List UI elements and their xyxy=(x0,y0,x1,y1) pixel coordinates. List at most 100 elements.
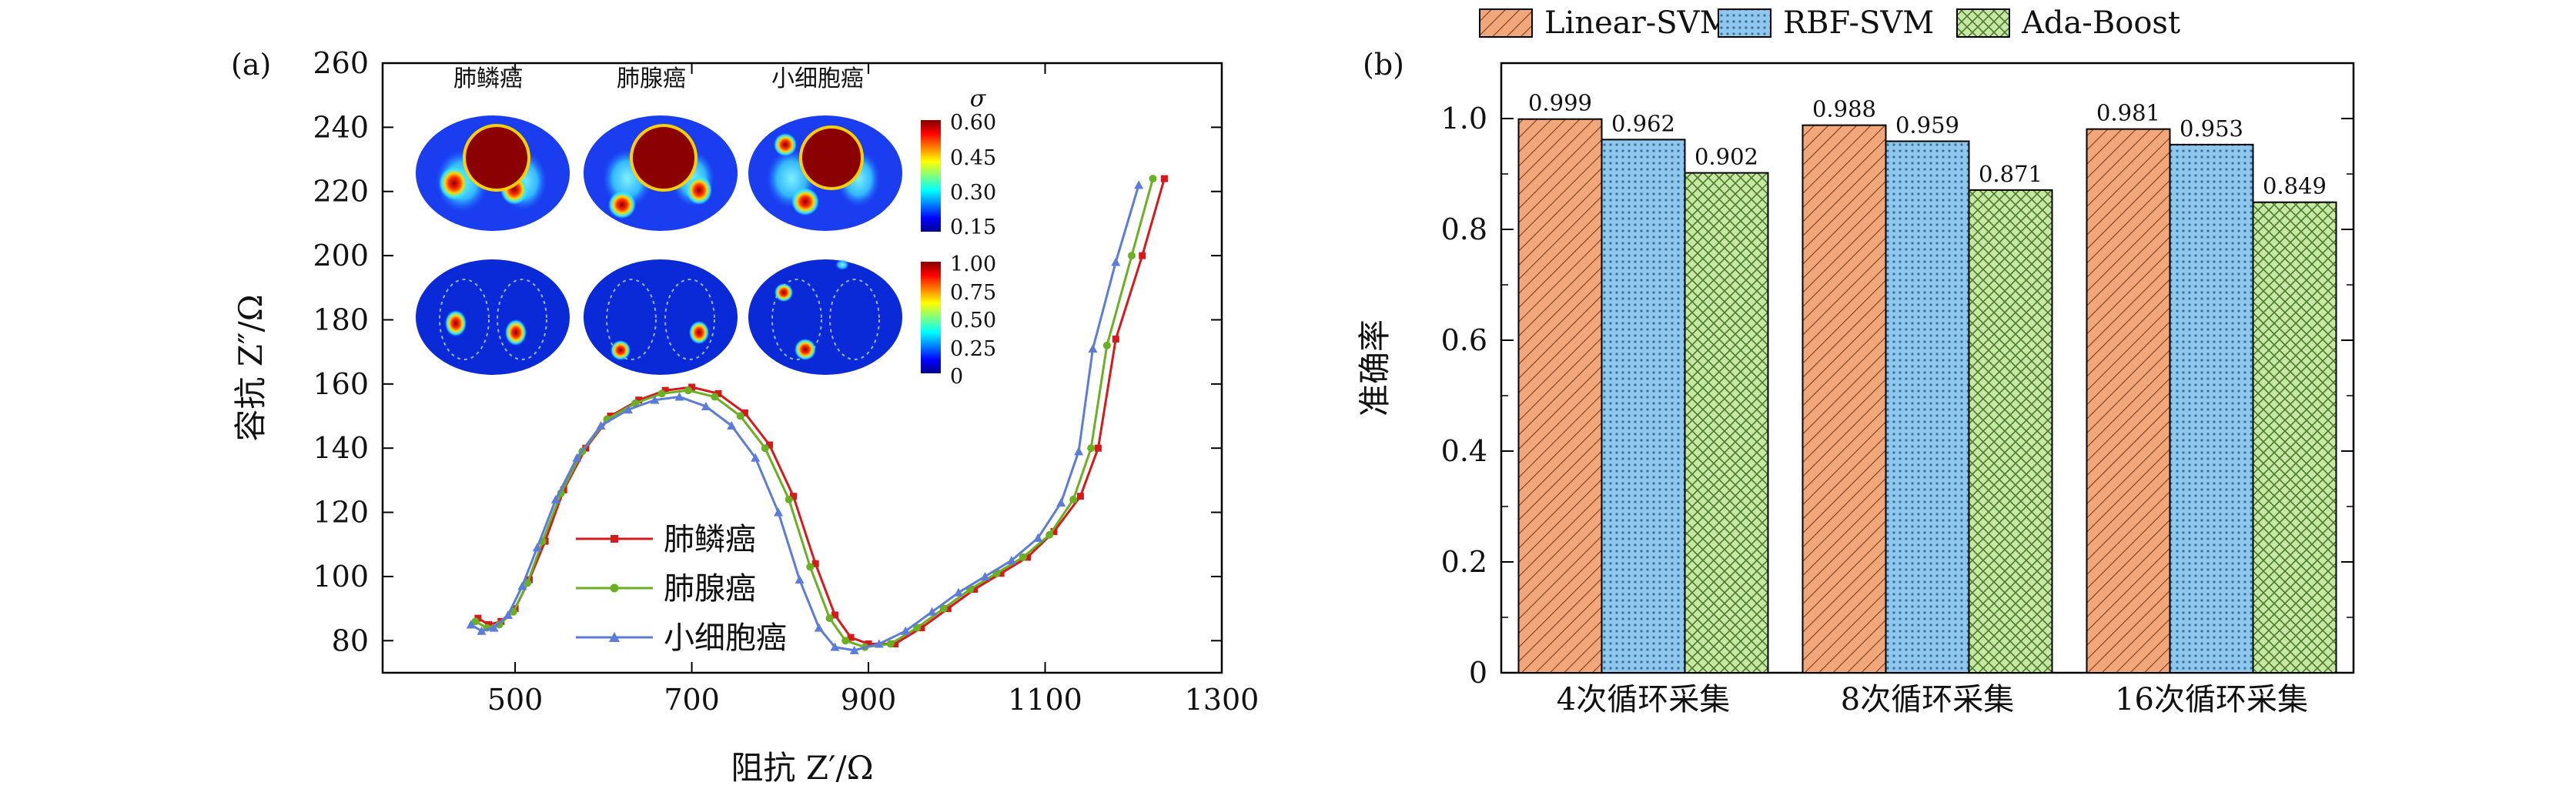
y-tick-label: 0 xyxy=(1469,656,1487,690)
legend-label-ada-boost: Ada-Boost xyxy=(2021,5,2180,41)
data-point xyxy=(1033,533,1043,542)
data-point xyxy=(1069,495,1078,503)
y-tick-label: 200 xyxy=(313,239,369,272)
data-point xyxy=(1074,446,1084,456)
data-point xyxy=(1160,175,1168,182)
panel-b-x-axis: 4次循环采集 8次循环采集 16次循环采集 xyxy=(1557,662,2308,717)
inset-sigma-label: σ xyxy=(970,85,987,112)
y-tick-label: 100 xyxy=(313,560,369,593)
x-tick-label: 700 xyxy=(664,683,720,717)
data-point xyxy=(865,640,872,647)
panel-a-x-label: 阻抗 Z′/Ω xyxy=(731,749,873,787)
data-point xyxy=(1139,252,1146,259)
cbar-bottom-tick-0: 1.00 xyxy=(950,252,996,276)
data-point xyxy=(886,640,895,648)
bar-ada-boost xyxy=(1968,189,2053,674)
legend-marker xyxy=(610,583,619,593)
bar-value-label: 0.962 xyxy=(1611,110,1675,136)
y-tick-label: 140 xyxy=(313,431,369,465)
bar-rbf-svm xyxy=(1601,139,1686,674)
y-tick-label: 120 xyxy=(313,496,369,530)
data-point xyxy=(631,399,640,407)
legend-marker xyxy=(609,632,620,642)
conductivity-inset: 肺鳞癌 肺腺癌 小细胞癌 xyxy=(416,65,996,389)
data-point xyxy=(596,421,606,430)
y-tick-label: 160 xyxy=(313,367,369,401)
data-point xyxy=(657,389,666,398)
x-category-label: 8次循环采集 xyxy=(1841,682,2014,717)
cbar-bottom-tick-4: 0 xyxy=(950,365,963,389)
data-point xyxy=(1111,257,1121,266)
panel-b-y-axis: 0 0.2 0.4 0.6 0.8 1.0 xyxy=(1441,102,2354,690)
y-tick-label: 0.6 xyxy=(1441,323,1487,357)
data-point xyxy=(1094,444,1102,452)
thorax-map-bottom-adeno xyxy=(584,259,738,375)
data-point xyxy=(701,402,711,411)
y-tick-label: 1.0 xyxy=(1441,102,1487,135)
panel-b-y-label: 准确率 xyxy=(1356,319,1393,416)
x-tick-label: 1300 xyxy=(1185,683,1260,717)
data-point xyxy=(532,543,542,552)
data-point xyxy=(831,611,838,619)
data-point xyxy=(650,395,660,404)
legend-swatch-linear-svm xyxy=(1479,8,1533,38)
data-point xyxy=(825,614,834,623)
data-point xyxy=(1149,175,1157,183)
data-point xyxy=(939,604,948,613)
data-point xyxy=(1076,493,1084,500)
thorax-map-top-adeno xyxy=(584,115,738,231)
data-point xyxy=(1134,180,1144,189)
data-point xyxy=(841,637,850,645)
y-tick-label: 240 xyxy=(313,110,369,144)
data-point xyxy=(1019,553,1027,561)
data-point xyxy=(774,507,784,517)
legend-label-squamous: 肺鳞癌 xyxy=(664,522,756,557)
data-point xyxy=(474,614,482,622)
data-point xyxy=(1102,341,1111,349)
data-point xyxy=(891,640,898,647)
data-point xyxy=(489,623,499,632)
legend-swatch-ada-boost xyxy=(1956,8,2010,38)
inset-title-adeno: 肺腺癌 xyxy=(617,65,686,92)
y-tick-label: 260 xyxy=(313,46,369,80)
x-tick-label: 1100 xyxy=(1008,683,1082,717)
panel-b-legend: Linear-SVM RBF-SVM Ada-Boost xyxy=(1479,5,2180,41)
colorbar-top xyxy=(921,120,941,232)
data-point xyxy=(550,494,560,503)
thorax-map-top-squamous xyxy=(416,115,570,231)
panel-a-y-label: 容抗 Z″/Ω xyxy=(232,294,269,441)
data-point xyxy=(997,570,1005,577)
data-point xyxy=(741,409,748,416)
panel-a-y-axis: 80 100 120 140 160 180 200 220 240 260 xyxy=(313,46,1222,657)
data-point xyxy=(623,405,633,414)
series-line-squamous xyxy=(477,178,1166,645)
legend-label-small-cell: 小细胞癌 xyxy=(664,620,787,656)
inset-title-squamous: 肺鳞癌 xyxy=(453,65,523,92)
data-point xyxy=(751,453,761,462)
data-point xyxy=(918,624,925,632)
thorax-map-top-small-cell xyxy=(748,115,902,231)
data-point xyxy=(1088,343,1098,353)
panel-a-series xyxy=(466,175,1168,654)
data-point xyxy=(944,605,952,613)
data-point xyxy=(766,441,774,449)
bar-value-label: 0.849 xyxy=(2263,173,2327,199)
bar-linear-svm xyxy=(2086,128,2171,674)
y-tick-label: 220 xyxy=(313,175,369,209)
bar-ada-boost xyxy=(1684,172,1769,674)
bar-rbf-svm xyxy=(1885,140,1970,674)
data-point xyxy=(1024,553,1032,561)
data-point xyxy=(830,642,840,651)
data-point xyxy=(814,623,824,632)
data-point xyxy=(1050,528,1058,536)
panel-b-label: (b) xyxy=(1363,48,1404,82)
data-point xyxy=(1127,252,1136,260)
data-point xyxy=(517,581,527,590)
x-category-label: 16次循环采集 xyxy=(2115,682,2308,717)
y-tick-label: 80 xyxy=(332,623,369,657)
data-point xyxy=(714,389,722,397)
data-point xyxy=(1006,556,1016,565)
